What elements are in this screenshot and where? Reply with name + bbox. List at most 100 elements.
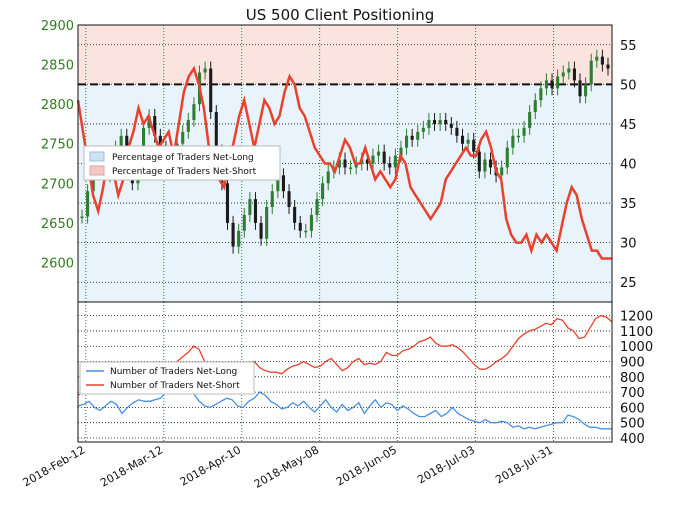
price-candle: [399, 147, 403, 156]
price-candle: [421, 127, 425, 132]
top-panel: 2600 2650 2700 2750 2800 2850 2900 25 30 35 40 45 5…: [41, 19, 637, 303]
date-axis: 2018-Feb-12 2018-Mar-12 2018-Apr-10 2018-Ma…: [21, 443, 555, 491]
price-candle: [405, 135, 409, 148]
price-candle: [416, 131, 420, 140]
price-candle: [349, 167, 353, 169]
x-tick-label: 2018-Jul-31: [493, 443, 555, 486]
x-tick-label: 2018-Mar-12: [98, 443, 165, 489]
percentage-tick-label: 35: [620, 197, 637, 212]
price-tick-label: 2750: [41, 138, 74, 153]
price-candle: [354, 163, 358, 168]
price-candle: [321, 183, 325, 200]
count-tick-label: 800: [620, 371, 645, 386]
percentage-tick-label: 50: [620, 78, 637, 93]
price-candle: [119, 135, 123, 148]
price-candle: [382, 151, 386, 164]
price-candle: [393, 155, 397, 168]
price-candle: [203, 68, 207, 73]
count-tick-label: 1000: [620, 340, 653, 355]
price-candle: [326, 171, 330, 184]
x-tick-label: 2018-Feb-12: [21, 443, 88, 489]
percentage-axis: 25 30 35 40 45 50 55: [620, 39, 637, 291]
price-candle: [214, 112, 218, 152]
legend-top: Percentage of Traders Net-Long Percentag…: [83, 145, 281, 181]
bottom-panel-frame: [77, 301, 613, 443]
count-tick-label: 500: [620, 417, 645, 432]
percentage-tick-label: 40: [620, 158, 637, 173]
price-candle: [500, 167, 504, 176]
price-candle: [253, 199, 258, 223]
price-candle: [488, 159, 493, 168]
price-candle: [511, 135, 515, 148]
price-candle: [304, 230, 308, 233]
price-candle: [589, 60, 593, 85]
price-candle: [181, 131, 185, 144]
price-candle: [298, 222, 302, 231]
price-candle: [561, 72, 565, 77]
price-candle: [281, 175, 285, 192]
price-candle: [544, 80, 548, 89]
price-candle: [276, 175, 280, 192]
price-candle: [80, 216, 84, 219]
price-candle: [438, 119, 442, 124]
legend-net-short-count-label: Number of Traders Net-Short: [110, 381, 240, 391]
legend-net-long-label: Percentage of Traders Net-Long: [112, 153, 254, 163]
price-candle: [287, 191, 291, 208]
count-tick-label: 400: [620, 432, 645, 447]
price-candle: [231, 222, 235, 247]
price-candle: [550, 80, 554, 89]
price-candle: [533, 100, 537, 113]
price-candle: [186, 119, 190, 132]
price-candle: [460, 135, 465, 144]
price-candle: [572, 68, 576, 81]
price-candle: [388, 163, 392, 168]
price-candle: [225, 183, 230, 223]
price-candle: [444, 119, 448, 124]
price-candle: [472, 139, 476, 152]
legend-bottom: Number of Traders Net-Long Number of Tra…: [79, 361, 255, 395]
price-candle: [556, 76, 560, 89]
price-candle: [377, 151, 381, 156]
x-tick-label: 2018-Jul-03: [415, 443, 477, 486]
price-tick-label: 2650: [41, 217, 74, 232]
price-candle: [516, 135, 521, 138]
price-candle: [567, 68, 571, 73]
percentage-tick-label: 30: [620, 237, 637, 252]
price-candle: [427, 119, 431, 128]
percentage-tick-label: 45: [620, 118, 637, 133]
price-candle: [466, 139, 470, 144]
price-candle: [293, 207, 297, 223]
price-tick-label: 2850: [41, 59, 74, 74]
legend-net-long-count-label: Number of Traders Net-Long: [110, 367, 237, 377]
price-candle: [600, 56, 604, 65]
x-tick-label: 2018-Jun-05: [334, 443, 399, 488]
count-tick-label: 900: [620, 356, 645, 371]
x-tick-label: 2018-Apr-10: [178, 443, 243, 488]
price-candle: [584, 84, 588, 97]
price-candle: [522, 127, 526, 136]
net-long-background: [78, 84, 612, 302]
price-candle: [337, 159, 341, 168]
price-candle: [242, 214, 246, 231]
price-candle: [192, 104, 196, 120]
price-candle: [270, 191, 274, 208]
price-candle: [539, 88, 543, 101]
net-short-background: [78, 25, 612, 85]
price-candle: [606, 64, 610, 69]
price-candle: [477, 151, 481, 172]
percentage-tick-label: 25: [620, 276, 637, 291]
price-candle: [528, 112, 532, 128]
price-candle: [365, 159, 369, 164]
price-candle: [237, 230, 241, 247]
price-candle: [153, 116, 157, 136]
chart-title: US 500 Client Positioning: [246, 6, 434, 24]
net-short-percentage-line: [76, 65, 612, 260]
price-candle: [309, 214, 313, 231]
price-candle: [209, 68, 213, 113]
percentage-tick-label: 55: [620, 39, 637, 54]
price-candle: [410, 135, 414, 140]
price-axis: 2600 2650 2700 2750 2800 2850 2900: [41, 19, 74, 271]
count-tick-label: 600: [620, 401, 645, 416]
price-tick-label: 2800: [41, 98, 74, 113]
